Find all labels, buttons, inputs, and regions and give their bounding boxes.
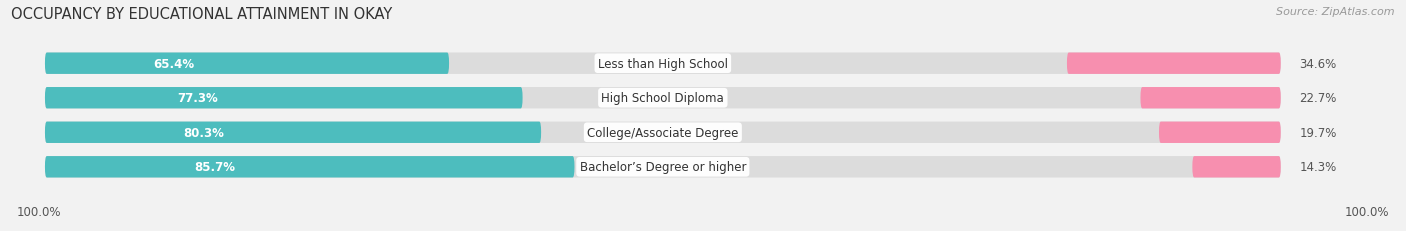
- FancyBboxPatch shape: [1140, 88, 1281, 109]
- Text: Source: ZipAtlas.com: Source: ZipAtlas.com: [1277, 7, 1395, 17]
- Text: 100.0%: 100.0%: [1344, 205, 1389, 218]
- FancyBboxPatch shape: [45, 156, 575, 178]
- FancyBboxPatch shape: [45, 122, 1281, 143]
- Text: College/Associate Degree: College/Associate Degree: [588, 126, 738, 139]
- FancyBboxPatch shape: [45, 122, 541, 143]
- Text: 34.6%: 34.6%: [1299, 58, 1337, 70]
- FancyBboxPatch shape: [1159, 122, 1281, 143]
- Text: 19.7%: 19.7%: [1299, 126, 1337, 139]
- FancyBboxPatch shape: [45, 53, 1281, 75]
- Text: 85.7%: 85.7%: [194, 161, 235, 173]
- Text: 77.3%: 77.3%: [177, 92, 218, 105]
- FancyBboxPatch shape: [45, 88, 523, 109]
- Text: 100.0%: 100.0%: [17, 205, 62, 218]
- FancyBboxPatch shape: [45, 53, 449, 75]
- FancyBboxPatch shape: [1067, 53, 1281, 75]
- Text: 14.3%: 14.3%: [1299, 161, 1337, 173]
- Text: 22.7%: 22.7%: [1299, 92, 1337, 105]
- FancyBboxPatch shape: [45, 88, 1281, 109]
- Text: OCCUPANCY BY EDUCATIONAL ATTAINMENT IN OKAY: OCCUPANCY BY EDUCATIONAL ATTAINMENT IN O…: [11, 7, 392, 22]
- Text: Bachelor’s Degree or higher: Bachelor’s Degree or higher: [579, 161, 747, 173]
- Text: Less than High School: Less than High School: [598, 58, 728, 70]
- Text: High School Diploma: High School Diploma: [602, 92, 724, 105]
- FancyBboxPatch shape: [45, 156, 1281, 178]
- FancyBboxPatch shape: [1192, 156, 1281, 178]
- Text: 80.3%: 80.3%: [183, 126, 224, 139]
- Text: 65.4%: 65.4%: [153, 58, 195, 70]
